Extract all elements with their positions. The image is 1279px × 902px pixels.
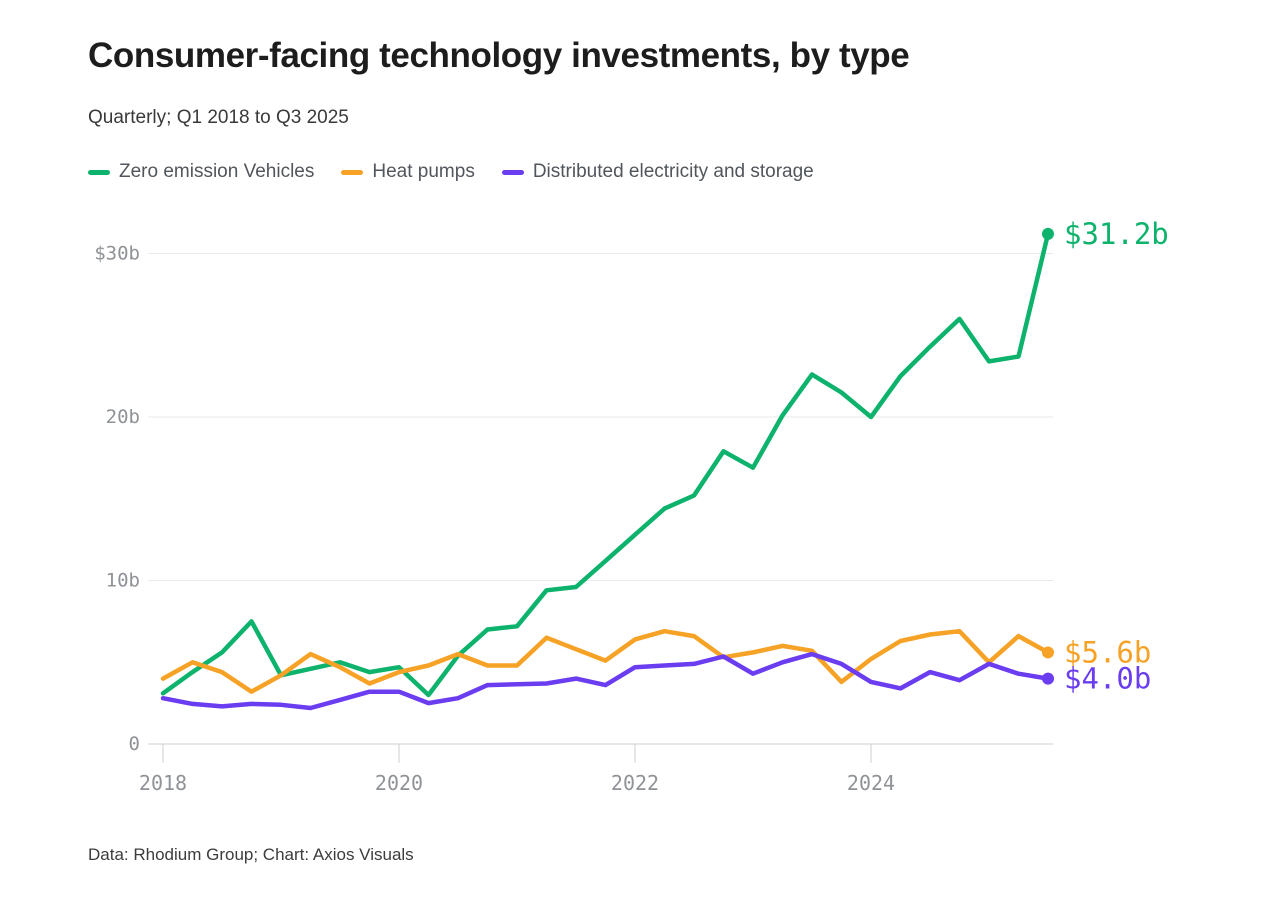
x-tick-label: 2024 [847, 771, 895, 795]
series-end-label-heat-pumps: $5.6b [1064, 635, 1151, 669]
x-tick-label: 2020 [375, 771, 423, 795]
series-line-heat-pumps [160, 628, 1051, 694]
legend-label-distributed: Distributed electricity and storage [532, 161, 814, 182]
x-tick-label: 2018 [139, 771, 187, 795]
legend-item-distributed: Distributed electricity and storage [501, 161, 814, 183]
legend: Zero emission Vehicles Heat pumps Distribu… [88, 161, 814, 183]
series-end-dot-zev [1042, 227, 1054, 240]
footer-credit: Data: Rhodium Group; Chart: Axios Visual… [88, 845, 414, 864]
y-tick-label: 20b [106, 406, 140, 428]
series-end-dot-heat-pumps [1042, 646, 1054, 659]
legend-swatch-distributed [501, 169, 524, 175]
legend-item-zev: Zero emission Vehicles [88, 161, 314, 183]
legend-swatch-zev [88, 169, 110, 175]
x-tick-label: 2022 [611, 771, 659, 795]
series-end-label-zev: $31.2b [1064, 217, 1169, 251]
series-end-label-distributed: $4.0b [1064, 662, 1151, 696]
legend-label-zev: Zero emission Vehicles [119, 161, 315, 182]
legend-item-heat-pumps: Heat pumps [341, 161, 475, 183]
legend-swatch-heat-pumps [341, 169, 364, 175]
series-line-distributed [160, 651, 1051, 711]
chart-subtitle: Quarterly; Q1 2018 to Q3 2025 [88, 107, 349, 128]
chart-title: Consumer-facing technology investments, … [88, 36, 910, 75]
legend-label-heat-pumps: Heat pumps [372, 161, 475, 182]
y-tick-label: $30b [94, 243, 140, 265]
series-end-dot-distributed [1042, 672, 1054, 685]
y-tick-label: 0 [129, 733, 140, 755]
y-tick-label: 10b [106, 570, 140, 592]
series-line-zev [160, 231, 1051, 698]
